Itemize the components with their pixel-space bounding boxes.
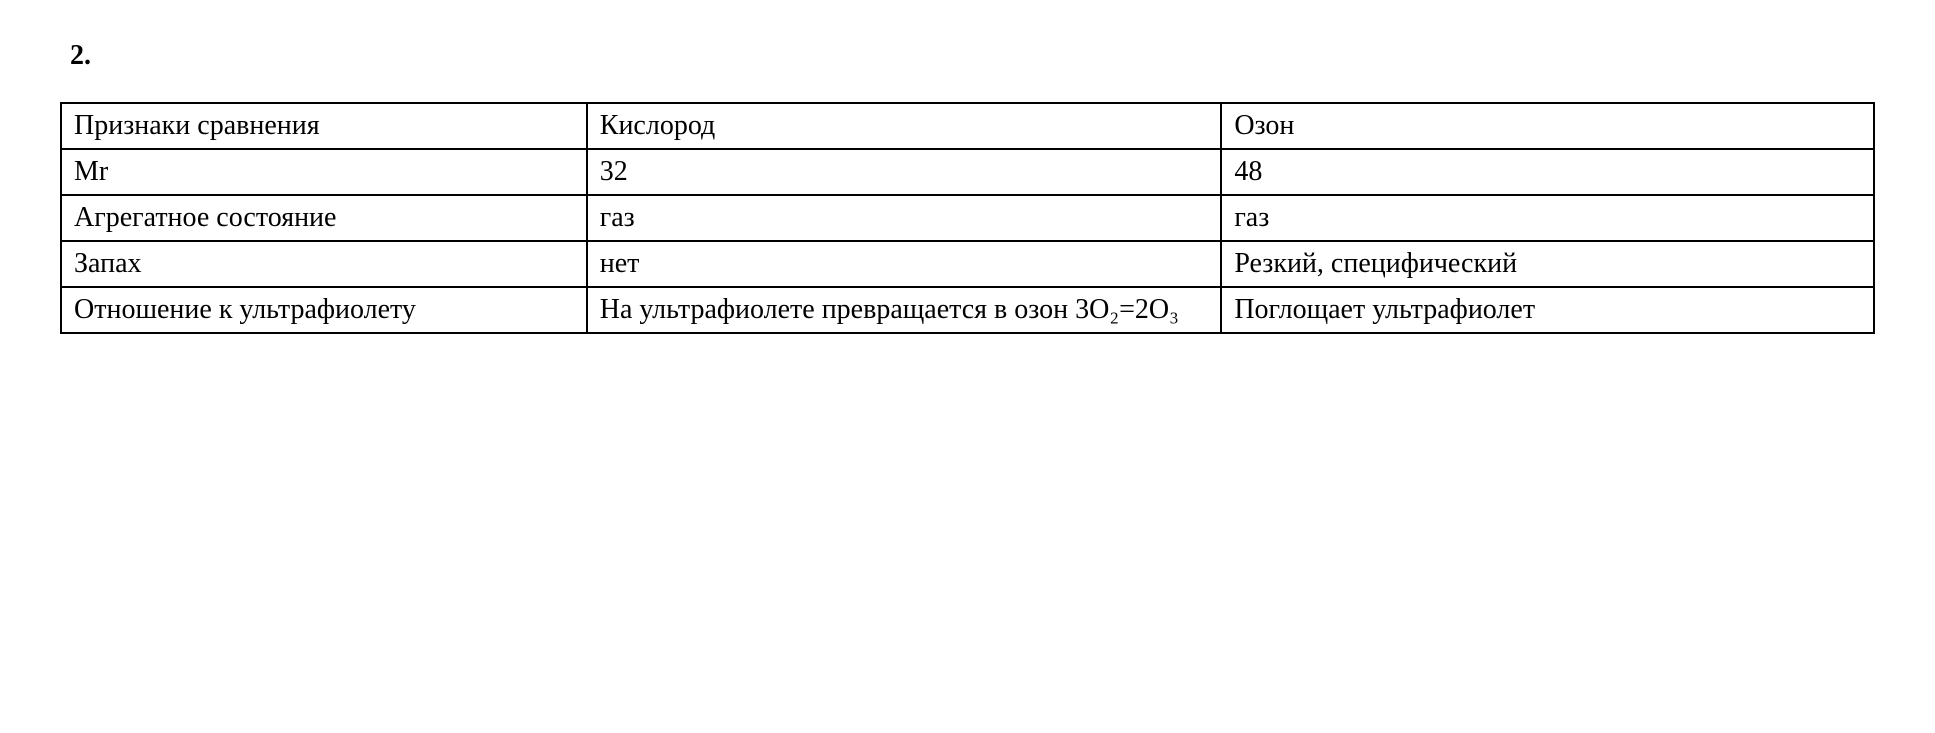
table-cell: Отношение к ультрафиолету: [61, 287, 587, 333]
table-row: Признаки сравнения Кислород Озон: [61, 103, 1874, 149]
table-cell: Агрегатное состояние: [61, 195, 587, 241]
table-cell: газ: [587, 195, 1222, 241]
table-cell: На ультрафиолете превращается в озон 3О₂…: [587, 287, 1222, 333]
table-cell: газ: [1221, 195, 1874, 241]
table-cell: Поглощает ультрафиолет: [1221, 287, 1874, 333]
table-row: Запах нет Резкий, специфический: [61, 241, 1874, 287]
table-cell: Признаки сравнения: [61, 103, 587, 149]
table-row: Mr 32 48: [61, 149, 1874, 195]
question-number: 2.: [70, 40, 1875, 72]
table-row: Отношение к ультрафиолету На ультрафиоле…: [61, 287, 1874, 333]
table-cell: Mr: [61, 149, 587, 195]
table-cell: 48: [1221, 149, 1874, 195]
table-row: Агрегатное состояние газ газ: [61, 195, 1874, 241]
table-cell: Резкий, специфический: [1221, 241, 1874, 287]
table-cell: Озон: [1221, 103, 1874, 149]
table-cell: Запах: [61, 241, 587, 287]
table-cell: 32: [587, 149, 1222, 195]
table-cell: Кислород: [587, 103, 1222, 149]
table-cell: нет: [587, 241, 1222, 287]
comparison-table: Признаки сравнения Кислород Озон Mr 32 4…: [60, 102, 1875, 334]
